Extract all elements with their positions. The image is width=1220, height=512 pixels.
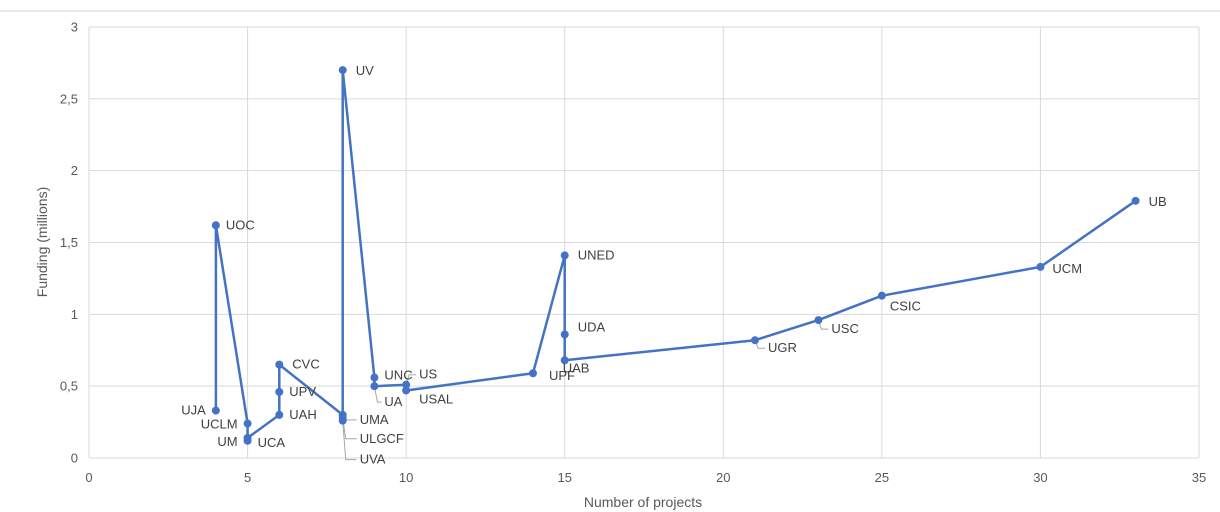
data-point-marker bbox=[370, 373, 379, 382]
data-point-marker bbox=[814, 316, 823, 325]
data-point-marker bbox=[560, 356, 569, 365]
data-point-marker bbox=[560, 330, 569, 339]
x-axis-title: Number of projects bbox=[584, 494, 702, 510]
x-tick-label: 10 bbox=[399, 470, 413, 485]
data-point-marker bbox=[751, 336, 759, 345]
data-point-marker bbox=[560, 251, 569, 260]
data-label: UNED bbox=[578, 247, 615, 262]
x-tick-label: 25 bbox=[875, 470, 889, 485]
data-point-marker bbox=[1131, 196, 1140, 205]
data-point-marker bbox=[1036, 262, 1045, 271]
data-label: UPV bbox=[289, 384, 316, 399]
label-leader bbox=[342, 420, 357, 461]
data-label: UJA bbox=[181, 403, 206, 418]
x-tick-label: 0 bbox=[85, 470, 92, 485]
y-tick-labels: 0 0,5 1 1,5 2 2,5 3 bbox=[60, 20, 78, 466]
y-tick-label: 2,5 bbox=[60, 91, 78, 106]
x-tick-label: 30 bbox=[1033, 470, 1047, 485]
data-label: UVA bbox=[360, 452, 386, 467]
data-label: CSIC bbox=[890, 299, 921, 314]
x-tick-labels: 0 5 10 15 20 25 30 35 bbox=[85, 470, 1206, 485]
y-tick-label: 2 bbox=[71, 163, 78, 178]
data-point-marker bbox=[275, 360, 284, 369]
data-label: UM bbox=[217, 434, 237, 449]
data-point-marker bbox=[211, 406, 220, 415]
label-leader bbox=[342, 417, 357, 440]
data-label: UCLM bbox=[201, 417, 238, 432]
y-tick-label: 0,5 bbox=[60, 379, 78, 394]
data-point-marker bbox=[370, 382, 379, 391]
y-axis-title: Funding (millions) bbox=[34, 187, 50, 297]
data-label: USC bbox=[831, 321, 858, 336]
data-point-marker bbox=[243, 419, 252, 428]
data-point-marker bbox=[338, 66, 347, 75]
data-label: USAL bbox=[419, 391, 453, 406]
y-gridlines bbox=[89, 26, 1199, 459]
data-point-marker bbox=[243, 433, 252, 442]
data-point-marker bbox=[402, 380, 411, 389]
data-point-marker bbox=[529, 369, 537, 378]
x-tick-label: 20 bbox=[716, 470, 730, 485]
data-point-marker bbox=[877, 291, 886, 300]
data-label: UAH bbox=[289, 407, 316, 422]
data-label: UGR bbox=[768, 340, 797, 355]
data-label: UOC bbox=[226, 217, 255, 232]
data-markers bbox=[211, 66, 1140, 445]
data-label: ULGCF bbox=[360, 431, 404, 446]
x-tick-label: 15 bbox=[557, 470, 571, 485]
y-tick-label: 3 bbox=[71, 20, 78, 35]
data-point-marker bbox=[338, 416, 347, 425]
data-point-marker bbox=[211, 221, 220, 230]
data-label: UMA bbox=[360, 412, 389, 427]
data-label: UCM bbox=[1052, 261, 1082, 276]
data-label: UCA bbox=[258, 435, 286, 450]
y-tick-label: 1,5 bbox=[60, 235, 78, 250]
data-label: US bbox=[419, 367, 437, 382]
data-point-marker bbox=[402, 386, 411, 395]
series-line bbox=[214, 68, 1137, 443]
data-label: UNC bbox=[384, 368, 412, 383]
y-tick-label: 1 bbox=[71, 307, 78, 322]
data-point-marker bbox=[275, 387, 284, 396]
x-tick-label: 35 bbox=[1192, 470, 1206, 485]
data-label: UPF bbox=[549, 368, 575, 383]
data-point-marker bbox=[275, 410, 284, 419]
data-label: CVC bbox=[292, 357, 319, 372]
data-label: UAB bbox=[563, 360, 590, 375]
x-gridlines bbox=[88, 27, 1200, 458]
data-label: UB bbox=[1149, 194, 1167, 209]
data-label: UA bbox=[384, 394, 402, 409]
x-tick-label: 5 bbox=[244, 470, 251, 485]
data-label: UDA bbox=[578, 319, 606, 334]
label-leader bbox=[373, 386, 382, 403]
data-label: UV bbox=[356, 63, 374, 78]
y-tick-label: 0 bbox=[71, 451, 78, 466]
